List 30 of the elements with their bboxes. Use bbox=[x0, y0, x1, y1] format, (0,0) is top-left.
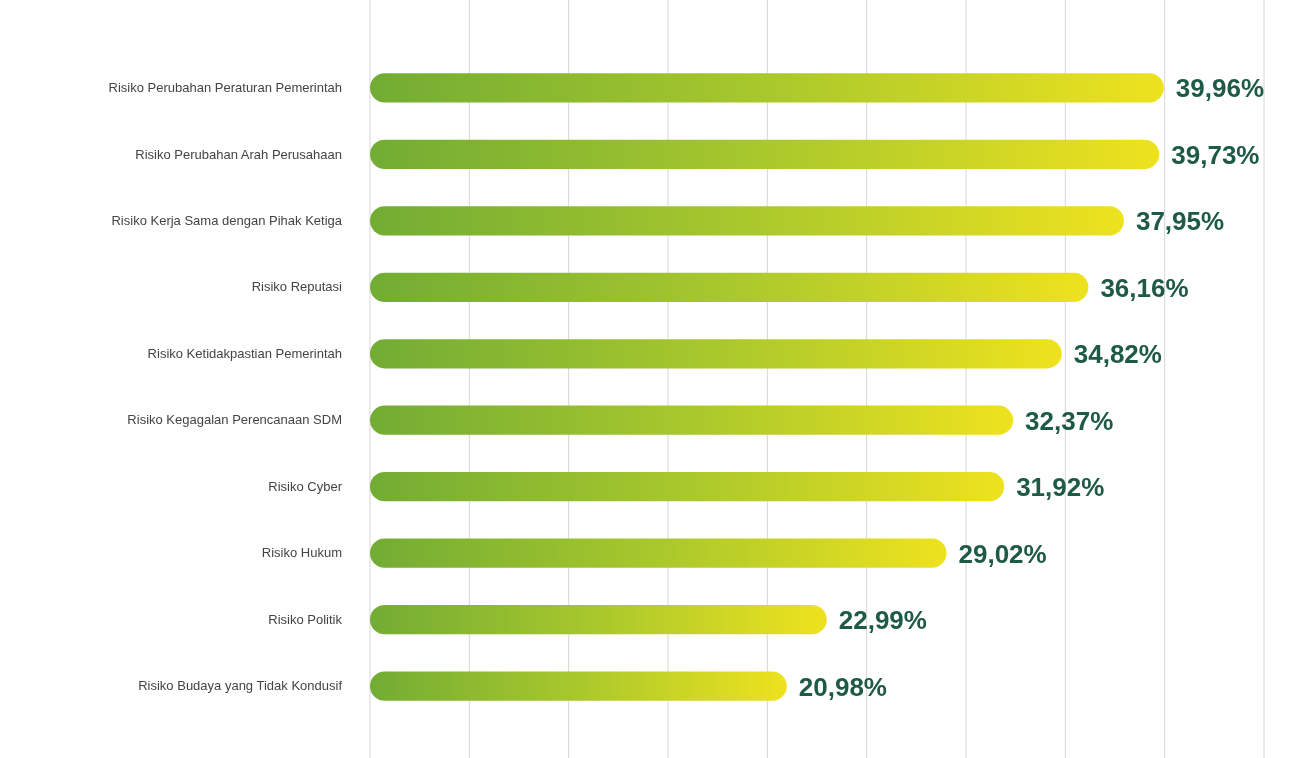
bar bbox=[370, 538, 947, 568]
data-label: 36,16% bbox=[1100, 272, 1189, 303]
data-label: 32,37% bbox=[1025, 405, 1114, 436]
data-label: 31,92% bbox=[1016, 472, 1105, 503]
y-tick-label: Risiko Politik bbox=[268, 611, 343, 627]
data-label: 20,98% bbox=[798, 671, 887, 702]
data-label: 34,82% bbox=[1073, 339, 1162, 370]
bar bbox=[370, 339, 1062, 369]
y-tick-label: Risiko Kegagalan Perencanaan SDM bbox=[127, 412, 342, 428]
data-label: 22,99% bbox=[838, 605, 927, 636]
data-label: 37,95% bbox=[1135, 206, 1225, 237]
bar bbox=[370, 139, 1160, 169]
bar bbox=[370, 73, 1164, 103]
y-tick-label: Risiko Kerja Sama dengan Pihak Ketiga bbox=[111, 212, 343, 228]
data-label: 39,73% bbox=[1171, 139, 1260, 170]
y-tick-label: Risiko Hukum bbox=[261, 545, 342, 561]
bar bbox=[370, 605, 827, 635]
data-label: 39,96% bbox=[1175, 73, 1265, 104]
bar bbox=[370, 405, 1014, 435]
y-tick-label: Risiko Budaya yang Tidak Kondusif bbox=[138, 678, 343, 694]
bar bbox=[370, 206, 1124, 236]
bar bbox=[370, 671, 787, 701]
y-tick-label: Risiko Reputasi bbox=[251, 279, 343, 295]
data-label: 29,02% bbox=[958, 538, 1047, 569]
y-tick-label: Risiko Perubahan Arah Perusahaan bbox=[135, 146, 342, 162]
bar bbox=[370, 472, 1005, 502]
y-tick-label: Risiko Ketidakpastian Pemerintah bbox=[147, 345, 342, 361]
y-tick-label: Risiko Perubahan Peraturan Pemerintah bbox=[108, 80, 342, 96]
bar bbox=[370, 272, 1089, 302]
y-tick-label: Risiko Cyber bbox=[268, 478, 343, 494]
